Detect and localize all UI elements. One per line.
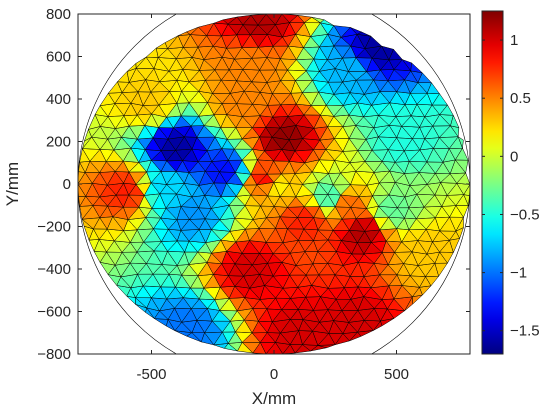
y-tick-label: 0 (63, 176, 71, 193)
y-tick-label: −400 (37, 261, 71, 278)
colorbar-tick-label: −0.5 (510, 206, 540, 223)
y-tick-label: −200 (37, 219, 71, 236)
y-tick-label: 800 (46, 6, 71, 23)
mesh-element (455, 217, 464, 232)
mesh-element (455, 147, 469, 161)
colorbar (481, 10, 504, 355)
mesh-element (320, 19, 335, 26)
x-tick-label: -500 (136, 366, 166, 383)
mesh-element (381, 45, 394, 61)
colorbar-tick-label: 1 (510, 32, 518, 49)
y-tick-label: −800 (37, 346, 71, 363)
y-tick-label: 600 (46, 49, 71, 66)
mesh-element (439, 104, 454, 116)
y-tick-label: 200 (46, 134, 71, 151)
mesh-element (426, 82, 440, 94)
colorbar-ticks: 1 0.5 0 −0.5 −1 −1.5 (482, 32, 540, 340)
mesh-element (350, 27, 362, 35)
colorbar-tick-label: −1 (510, 265, 527, 282)
y-axis-label: Y/mm (3, 162, 22, 206)
axes: -500 0 500 800 600 400 200 0 −200 −400 −600 −800 (37, 6, 470, 383)
x-axis-label: X/mm (252, 389, 296, 408)
y-tick-label: −600 (37, 304, 71, 321)
x-tick-label: 500 (384, 366, 409, 383)
mesh-element (333, 25, 351, 38)
mesh-element (198, 22, 215, 36)
mesh-element (457, 136, 464, 149)
colorbar-tick-label: −1.5 (510, 323, 540, 340)
colorbar-tick-label: 0 (510, 148, 518, 165)
mesh-element (186, 26, 199, 35)
x-tick-label: 0 (270, 366, 278, 383)
y-tick-label: 400 (46, 91, 71, 108)
mesh-element (410, 62, 423, 74)
mesh-element (456, 172, 470, 185)
mesh-field (78, 14, 470, 354)
mesh-element (364, 35, 382, 49)
colorbar-tick-label: 0.5 (510, 90, 531, 107)
